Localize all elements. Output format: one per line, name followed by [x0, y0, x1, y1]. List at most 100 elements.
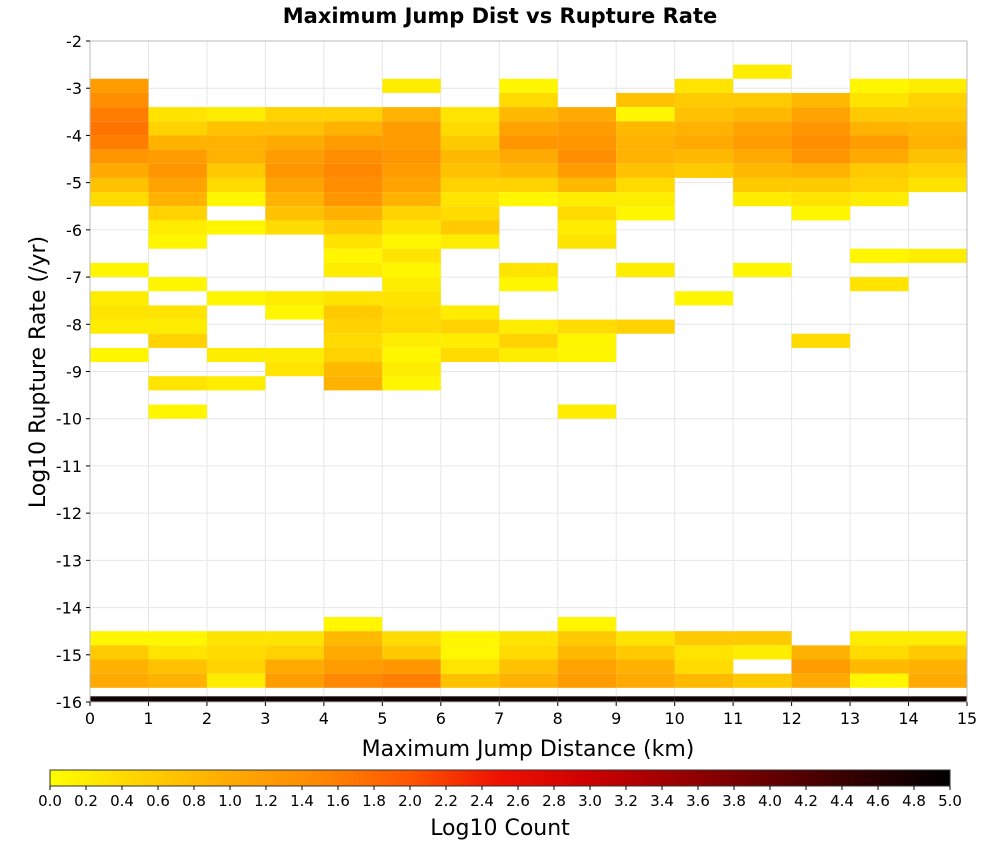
heatmap-cell — [616, 177, 675, 193]
heatmap-cell — [440, 163, 500, 178]
heatmap-cell — [265, 177, 324, 193]
heatmap-cell — [908, 631, 967, 646]
heatmap-cell — [90, 645, 149, 660]
heatmap-cell — [791, 163, 851, 178]
heatmap-cell — [90, 347, 149, 363]
heatmap-cell — [148, 192, 207, 207]
heatmap-cell — [733, 631, 792, 646]
heatmap-cell — [382, 277, 441, 292]
heatmap-cell — [733, 135, 792, 150]
heatmap-cell — [265, 673, 324, 688]
heatmap-cell — [674, 107, 734, 122]
heatmap-cell — [206, 107, 266, 122]
y-axis-label: Log10 Rupture Rate (/yr) — [26, 236, 51, 508]
heatmap-cell — [382, 645, 441, 660]
heatmap-cell — [908, 696, 967, 702]
chart-title: Maximum Jump Dist vs Rupture Rate — [283, 4, 717, 28]
heatmap-cell — [791, 107, 851, 122]
heatmap-cell — [440, 121, 500, 136]
x-tick-label: 9 — [611, 709, 621, 728]
heatmap-cell — [323, 262, 383, 278]
heatmap-cell — [440, 206, 500, 221]
heatmap-cell — [733, 149, 792, 164]
heatmap-cell — [499, 333, 558, 348]
heatmap-cell — [908, 92, 967, 108]
colorbar-tick-label: 3.6 — [686, 792, 710, 810]
heatmap-cell — [382, 347, 441, 363]
heatmap-cell — [323, 319, 383, 334]
heatmap-cell — [616, 135, 675, 150]
heatmap-cell — [206, 659, 266, 674]
heatmap-cell — [791, 92, 851, 108]
heatmap-cell — [382, 362, 441, 377]
heatmap-cell — [382, 192, 441, 207]
heatmap-cell — [382, 78, 441, 93]
heatmap-cell — [733, 64, 792, 79]
heatmap-cell — [499, 277, 558, 292]
heatmap-cell — [616, 645, 675, 660]
heatmap-cell — [206, 631, 266, 646]
heatmap-cell — [850, 121, 909, 136]
heatmap-cell — [265, 659, 324, 674]
heatmap-cell — [616, 192, 675, 207]
heatmap-cell — [440, 333, 500, 348]
heatmap-cell — [148, 645, 207, 660]
x-axis-label: Maximum Jump Distance (km) — [362, 737, 695, 762]
heatmap-cell — [440, 220, 500, 235]
heatmap-cell — [499, 673, 558, 688]
heatmap-cell — [323, 107, 383, 122]
heatmap-cell — [733, 645, 792, 660]
colorbar-tick-label: 1.0 — [218, 792, 242, 810]
heatmap-cell — [499, 78, 558, 93]
heatmap-cell — [90, 149, 149, 164]
heatmap-cell — [382, 177, 441, 193]
heatmap-cell — [265, 107, 324, 122]
x-tick-label: 3 — [260, 709, 270, 728]
heatmap-cell — [90, 262, 149, 278]
heatmap-cell — [90, 696, 149, 702]
x-tick-label: 11 — [723, 709, 743, 728]
heatmap-cell — [382, 631, 441, 646]
heatmap-cell — [382, 107, 441, 122]
heatmap-cell — [323, 617, 383, 632]
colorbar-tick-label: 2.6 — [506, 792, 530, 810]
colorbar-tick-label: 0.2 — [74, 792, 98, 810]
heatmap-cell — [90, 121, 149, 136]
heatmap-cell — [791, 149, 851, 164]
heatmap-cell — [148, 135, 207, 150]
heatmap-cell — [674, 291, 734, 306]
heatmap-cell — [382, 206, 441, 221]
heatmap-cell — [148, 107, 207, 122]
heatmap-cell — [791, 333, 851, 348]
heatmap-cell — [148, 206, 207, 221]
heatmap-cell — [323, 291, 383, 306]
heatmap-cell — [733, 673, 792, 688]
heatmap-cell — [323, 163, 383, 178]
heatmap-cell — [850, 659, 909, 674]
heatmap-cell — [674, 696, 734, 702]
heatmap-cell — [674, 673, 734, 688]
colorbar-tick-label: 4.0 — [758, 792, 782, 810]
heatmap-cell — [791, 673, 851, 688]
heatmap-cell — [557, 206, 617, 221]
heatmap-cell — [733, 696, 792, 702]
heatmap-cell — [265, 121, 324, 136]
heatmap-cell — [557, 333, 617, 348]
heatmap-cell — [323, 347, 383, 363]
heatmap-cell — [557, 177, 617, 193]
heatmap-cell — [382, 163, 441, 178]
heatmap-cell — [382, 291, 441, 306]
colorbar-tick-label: 4.4 — [830, 792, 854, 810]
heatmap-cell — [674, 121, 734, 136]
heatmap-cell — [148, 333, 207, 348]
heatmap-cell — [440, 696, 500, 702]
heatmap-cell — [499, 149, 558, 164]
heatmap-cell — [733, 262, 792, 278]
heatmap-cell — [323, 631, 383, 646]
colorbar-tick-label: 4.8 — [902, 792, 926, 810]
y-tick-label: -7 — [66, 268, 82, 287]
heatmap-cell — [90, 192, 149, 207]
heatmap-cell — [382, 376, 441, 391]
heatmap-cell — [616, 696, 675, 702]
heatmap-cell — [791, 206, 851, 221]
